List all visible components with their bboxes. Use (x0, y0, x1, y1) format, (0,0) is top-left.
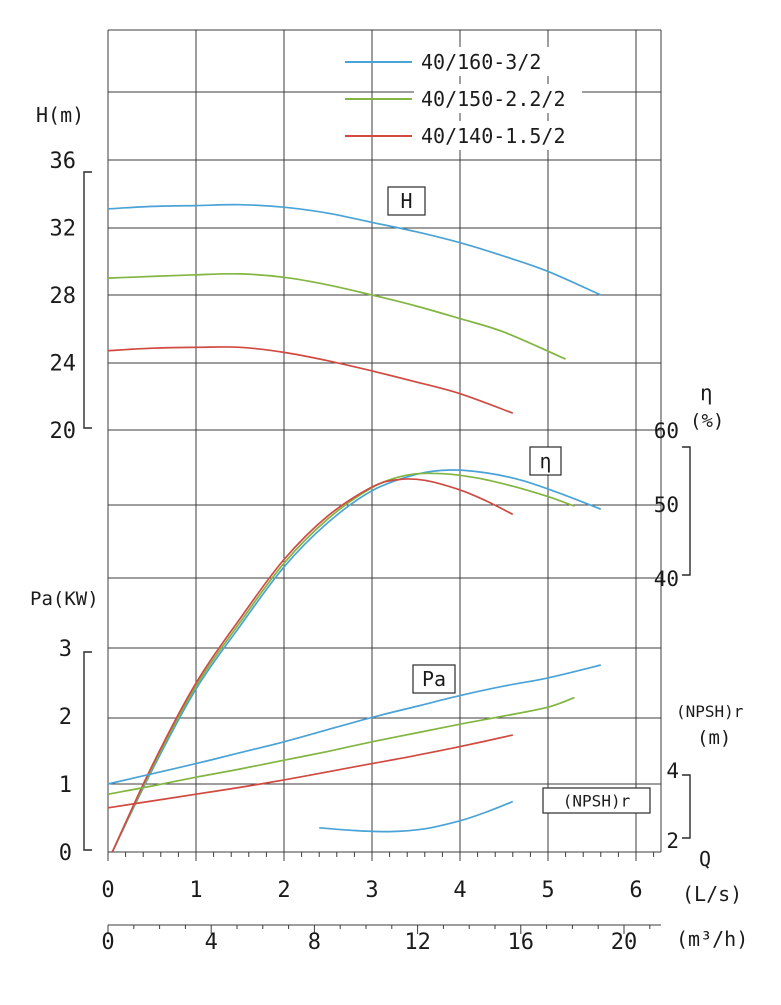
h-tick-label: 28 (50, 284, 77, 309)
curve-label-box-eta: η (529, 446, 562, 476)
axis-brackets (83, 171, 691, 851)
lps-tick-label: 4 (453, 878, 466, 903)
h-tick-label: 24 (50, 352, 77, 377)
curve-label-box-npshr: (NPSH)r (542, 787, 651, 814)
npshr-axis-bracket (682, 774, 691, 839)
lps-tick-label: 1 (189, 878, 202, 903)
svg-text:H: H (400, 189, 412, 213)
lps-tick-label: 3 (365, 878, 378, 903)
pa-tick-label: 0 (59, 841, 72, 866)
legend-label-bg (414, 121, 582, 150)
legend-label-40-160-3-2: 40/160-3/2 (421, 50, 541, 74)
m3h-tick-label: 4 (205, 930, 218, 955)
q-axis-symbol: Q (699, 847, 711, 871)
eta-tick-label: 40 (654, 567, 679, 591)
m3h-tick-label: 12 (404, 930, 431, 955)
lps-tick-label: 5 (541, 878, 554, 903)
npshr-tick-label: 4 (666, 759, 679, 783)
svg-text:Pa: Pa (422, 667, 446, 691)
lps-tick-label: 0 (101, 878, 114, 903)
m3h-tick-label: 8 (308, 930, 321, 955)
h-axis-bracket (83, 171, 92, 429)
curve-eta-40-160-3-2 (111, 469, 602, 853)
curve-eta-40-140-1-5-2 (111, 478, 514, 853)
curve-h-40-150-2-2-2 (107, 272, 566, 360)
m3h-tick-label: 16 (508, 930, 535, 955)
h-tick-label: 32 (50, 217, 77, 242)
grid (107, 29, 662, 853)
m3h-tick-label: 20 (611, 930, 638, 955)
npshr-axis-unit: (m) (697, 727, 731, 749)
h-tick-label: 20 (50, 419, 77, 444)
x-axis-lps-ticks (107, 852, 655, 861)
lps-axis-unit: (L/s) (682, 882, 742, 906)
curve-h-40-140-1-5-2 (107, 346, 514, 414)
pa-tick-label: 1 (59, 773, 72, 798)
m3h-axis-unit: (m³/h) (676, 927, 748, 951)
lps-tick-label: 6 (629, 878, 642, 903)
axis-titles: H(m) η (%) Pa(KW) (NPSH)r (m) Q (L/s) (m³/h) (30, 103, 748, 951)
pa-axis-title: Pa(KW) (30, 588, 99, 610)
pa-tick-label: 2 (59, 705, 72, 730)
h-tick-label: 36 (50, 149, 77, 174)
legend-label-40-140-1-5-2: 40/140-1.5/2 (421, 124, 566, 148)
npshr-tick-label: 2 (666, 829, 679, 853)
h-axis-title: H(m) (36, 103, 84, 127)
curve-label-boxes: Hη Pa (NPSH)r (387, 186, 651, 814)
pa-tick-label: 3 (59, 637, 72, 662)
eta-tick-label: 60 (654, 419, 679, 443)
curve-h-40-160-3-2 (107, 203, 602, 296)
curve-label-box-pa: Pa (412, 664, 456, 694)
curve-label-box-h: H (387, 186, 426, 216)
svg-text:(NPSH)r: (NPSH)r (563, 791, 631, 810)
curve-eta-40-150-2-2-2 (111, 472, 575, 853)
eta-axis-unit: (%) (690, 410, 724, 432)
legend-label-bg (414, 84, 582, 113)
eta-axis-bracket (682, 446, 691, 576)
pa-axis-bracket (83, 651, 92, 851)
curves (107, 203, 602, 853)
m3h-tick-label: 0 (101, 930, 114, 955)
x-axis-m3h (107, 924, 661, 934)
eta-tick-label: 50 (654, 493, 679, 517)
curve-pa-40-150-2-2-2 (107, 696, 575, 796)
curve-pa-40-160-3-2 (107, 664, 602, 785)
lps-tick-label: 2 (277, 878, 290, 903)
legend-label-bg (414, 47, 582, 76)
legend: 40/160-3/2 40/150-2.2/2 40/140-1.5/2 (345, 47, 582, 150)
npshr-axis-title: (NPSH)r (676, 702, 744, 721)
svg-text:η: η (539, 449, 551, 473)
curve-pa-40-140-1-5-2 (107, 734, 513, 809)
eta-axis-title: η (700, 381, 713, 405)
curve-npshr-40-160-3-2 (319, 800, 514, 833)
legend-label-40-150-2-2-2: 40/150-2.2/2 (421, 87, 566, 111)
